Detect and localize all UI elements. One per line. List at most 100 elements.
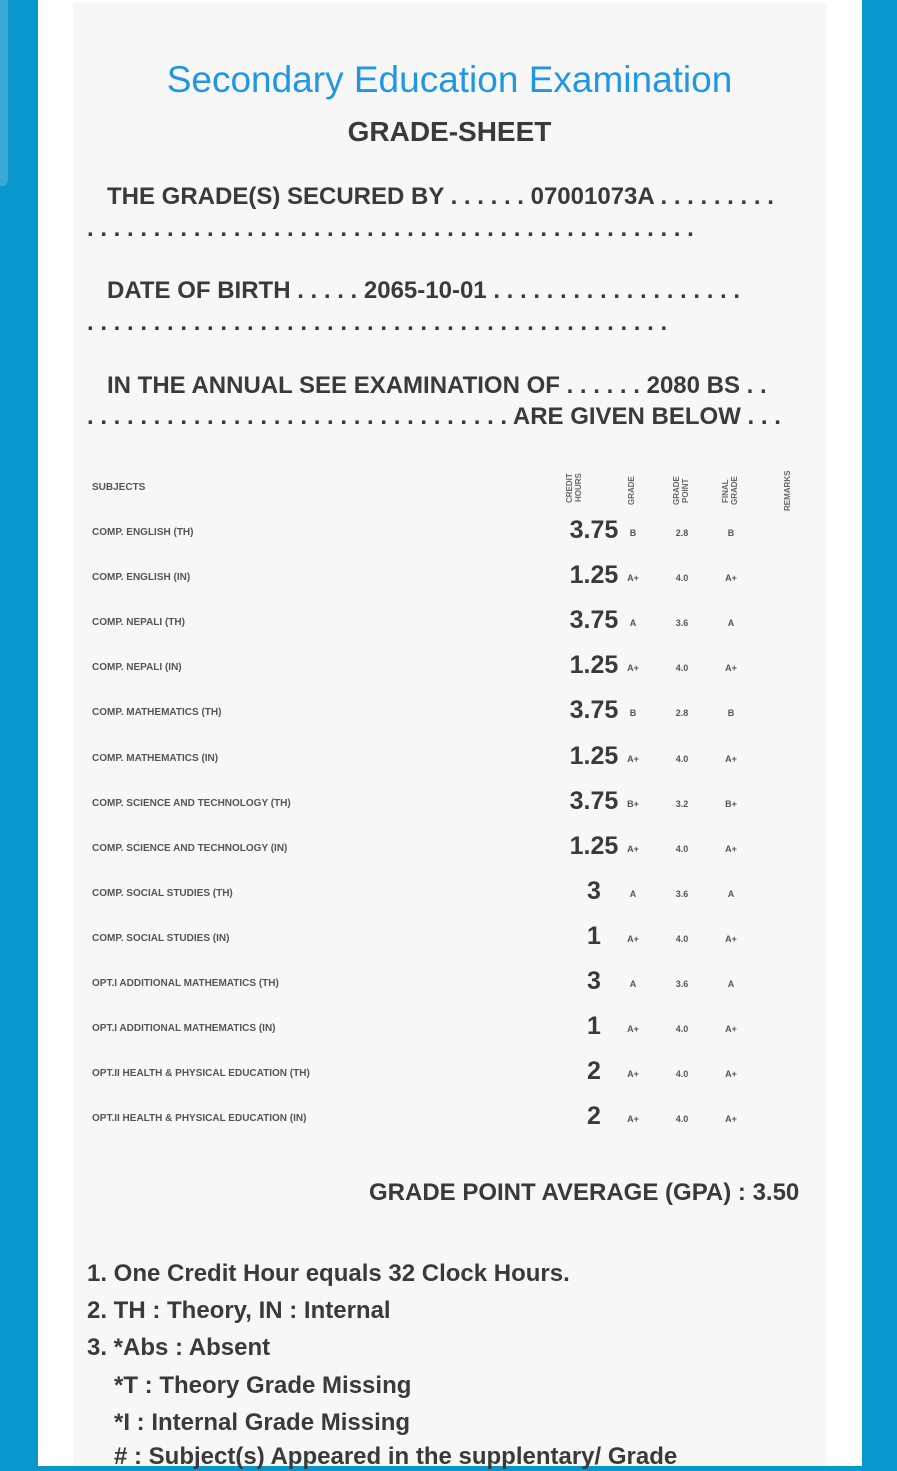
credit-hours: 1.25 <box>569 651 619 680</box>
final-grade: B <box>727 708 735 719</box>
table-row: OPT.I ADDITIONAL MATHEMATICS (IN) 1 A+ 4… <box>92 1012 812 1045</box>
final-grade: A+ <box>725 843 737 854</box>
table-row: OPT.I ADDITIONAL MATHEMATICS (TH) 3 A 3.… <box>92 967 812 1000</box>
table-row: COMP. SOCIAL STUDIES (IN) 1 A+ 4.0 A+ <box>92 921 812 955</box>
final-grade: A+ <box>725 753 737 764</box>
subject-name: COMP. NEPALI (TH) <box>92 617 185 629</box>
grade-point: 4.0 <box>675 663 689 674</box>
subject-name: COMP. ENGLISH (TH) <box>92 527 194 538</box>
dotted-line: . . . . . . . . . . . . . . . . . . . . … <box>87 309 668 336</box>
subject-name: COMP. ENGLISH (IN) <box>92 572 191 584</box>
table-header: SUBJECTS CREDIT HOURS GRADE GRADE POINT … <box>92 471 812 511</box>
header-grade: GRADE <box>627 476 636 506</box>
dob-line: DATE OF BIRTH . . . . . 2065-10-01 . . .… <box>107 277 741 304</box>
credit-hours: 1 <box>587 921 601 950</box>
subject-name: OPT.II HEALTH & PHYSICAL EDUCATION (TH) <box>92 1068 310 1080</box>
credit-hours: 3.75 <box>569 606 619 635</box>
grade: B <box>629 528 637 538</box>
table-row: COMP. MATHEMATICS (IN) 1.25 A+ 4.0 A+ <box>92 741 812 775</box>
subject-name: COMP. SOCIAL STUDIES (IN) <box>92 932 230 944</box>
grade-point: 4.0 <box>675 933 689 944</box>
final-grade: A+ <box>725 1114 737 1125</box>
grade-point: 4.0 <box>675 1069 689 1080</box>
subject-name: COMP. SOCIAL STUDIES (TH) <box>92 887 233 899</box>
grade-point: 3.6 <box>675 888 689 899</box>
grade-point: 3.6 <box>675 979 689 989</box>
grade: A+ <box>627 1069 639 1080</box>
secured-by-line: THE GRADE(S) SECURED BY . . . . . . 0700… <box>107 183 774 210</box>
final-grade: A+ <box>725 1024 737 1035</box>
grade-point: 3.2 <box>675 798 689 809</box>
subject-name: COMP. NEPALI (IN) <box>92 662 182 674</box>
credit-hours: 3.75 <box>569 516 619 544</box>
header-grade-point: GRADE POINT <box>672 476 690 506</box>
grade-sheet-heading: GRADE-SHEET <box>347 116 552 147</box>
note: 2. TH : Theory, IN : Internal <box>87 1297 391 1324</box>
credit-hours: 2 <box>587 1057 601 1086</box>
table-row: COMP. ENGLISH (IN) 1.25 A+ 4.0 A+ <box>92 561 812 594</box>
table-row: COMP. ENGLISH (TH) 3.75 B 2.8 B <box>92 516 812 549</box>
grade: A+ <box>627 753 639 764</box>
grade: A+ <box>627 1114 639 1125</box>
final-grade: A+ <box>725 573 737 584</box>
subject-name: COMP. MATHEMATICS (TH) <box>92 707 222 719</box>
page-panel: Secondary Education Examination GRADE-SH… <box>38 0 862 1470</box>
credit-hours: 1.25 <box>569 561 619 590</box>
exam-line: IN THE ANNUAL SEE EXAMINATION OF . . . .… <box>107 372 767 399</box>
table-row: COMP. MATHEMATICS (TH) 3.75 B 2.8 B <box>92 696 812 729</box>
header-credit-hours: CREDIT HOURS <box>565 473 583 503</box>
grade-point: 4.0 <box>675 573 689 584</box>
grade: A+ <box>627 933 639 944</box>
final-grade: A+ <box>725 933 737 944</box>
side-tab[interactable] <box>0 0 8 186</box>
credit-hours: 1 <box>587 1012 601 1041</box>
grade-point: 2.8 <box>675 708 689 719</box>
subject-name: COMP. SCIENCE AND TECHNOLOGY (TH) <box>92 797 291 809</box>
header-final-grade: FINAL GRADE <box>721 476 739 506</box>
table-row: COMP. SCIENCE AND TECHNOLOGY (TH) 3.75 B… <box>92 786 812 820</box>
note: *T : Theory Grade Missing <box>114 1372 412 1399</box>
grade: A <box>629 979 637 989</box>
note: 3. *Abs : Absent <box>87 1334 271 1361</box>
credit-hours: 3.75 <box>569 696 619 725</box>
grade-sheet: Secondary Education Examination GRADE-SH… <box>73 3 826 1470</box>
table-row: OPT.II HEALTH & PHYSICAL EDUCATION (TH) … <box>92 1057 812 1090</box>
final-grade: B <box>727 528 735 538</box>
subject-name: OPT.II HEALTH & PHYSICAL EDUCATION (IN) <box>92 1113 307 1125</box>
gpa: GRADE POINT AVERAGE (GPA) : 3.50 <box>369 1179 800 1206</box>
exam-line-2: . . . . . . . . . . . . . . . . . . . . … <box>87 403 781 430</box>
grade-point: 4.0 <box>675 843 689 854</box>
grade-point: 3.6 <box>675 618 689 629</box>
subject-name: OPT.I ADDITIONAL MATHEMATICS (TH) <box>92 978 279 989</box>
grade-point: 4.0 <box>675 753 689 764</box>
grade: A+ <box>627 663 639 674</box>
credit-hours: 1.25 <box>569 741 619 770</box>
header-subjects: SUBJECTS <box>92 482 146 493</box>
table-row: COMP. NEPALI (IN) 1.25 A+ 4.0 A+ <box>92 651 812 684</box>
final-grade: A <box>727 888 735 899</box>
grade: A <box>629 888 637 899</box>
note: 1. One Credit Hour equals 32 Clock Hours… <box>87 1260 570 1287</box>
grade: B+ <box>627 798 639 809</box>
grade: A+ <box>627 843 639 854</box>
final-grade: B+ <box>725 798 737 809</box>
table-row: COMP. SCIENCE AND TECHNOLOGY (IN) 1.25 A… <box>92 832 812 865</box>
table-row: COMP. NEPALI (TH) 3.75 A 3.6 A <box>92 606 812 639</box>
grade-point: 4.0 <box>675 1114 689 1125</box>
subject-name: COMP. MATHEMATICS (IN) <box>92 752 219 764</box>
subject-name: OPT.I ADDITIONAL MATHEMATICS (IN) <box>92 1023 276 1035</box>
subject-name: COMP. SCIENCE AND TECHNOLOGY (IN) <box>92 842 288 854</box>
dotted-line: . . . . . . . . . . . . . . . . . . . . … <box>87 215 694 242</box>
grade-point: 2.8 <box>675 528 689 538</box>
grade: B <box>629 708 637 719</box>
table-row: OPT.II HEALTH & PHYSICAL EDUCATION (IN) … <box>92 1102 812 1135</box>
final-grade: A+ <box>725 663 737 674</box>
credit-hours: 3 <box>587 876 601 905</box>
grade-point: 4.0 <box>675 1024 689 1035</box>
grade: A+ <box>627 573 639 584</box>
credit-hours: 3.75 <box>569 786 619 815</box>
header-remarks: REMARKS <box>783 470 792 512</box>
table-row: COMP. SOCIAL STUDIES (TH) 3 A 3.6 A <box>92 876 812 910</box>
credit-hours: 3 <box>587 967 601 995</box>
final-grade: A+ <box>725 1069 737 1080</box>
